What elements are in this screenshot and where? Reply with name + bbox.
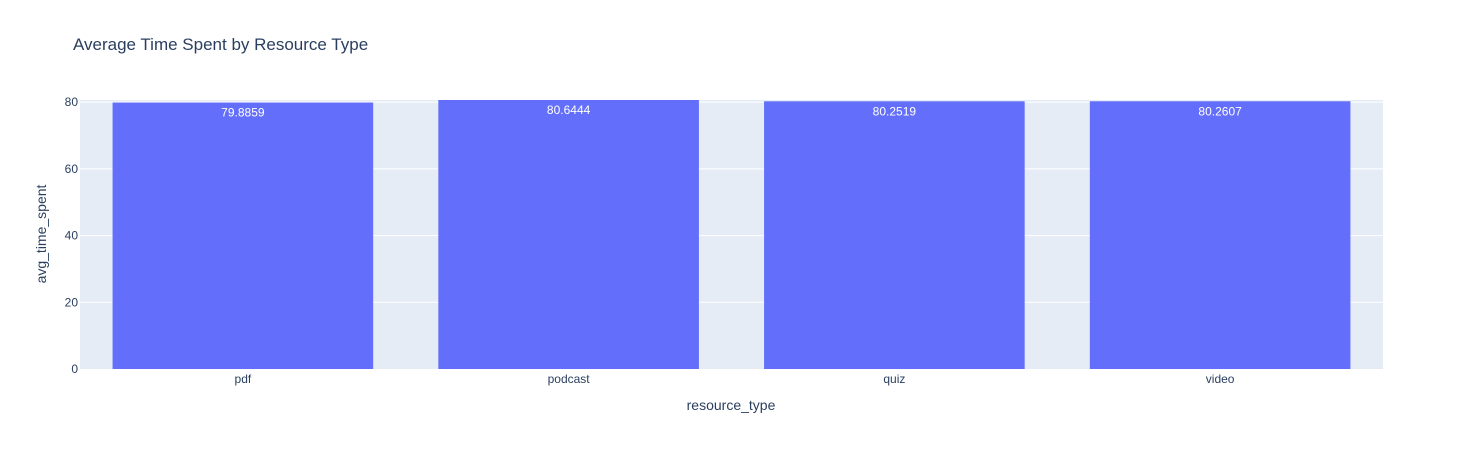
x-axis-title: resource_type — [687, 397, 776, 413]
bar-pdf[interactable] — [112, 102, 374, 369]
data-labels: 79.8859 80.6444 80.2519 80.2607 — [221, 103, 1242, 120]
y-tick-label: 80 — [65, 95, 79, 109]
y-tick-label: 60 — [65, 162, 79, 176]
y-axis-title: avg_time_spent — [33, 184, 49, 283]
y-tick-label: 40 — [65, 229, 79, 243]
data-label-quiz: 80.2519 — [873, 104, 917, 118]
x-tick-label-quiz: quiz — [883, 372, 905, 386]
y-axis-ticks: 0 20 40 60 80 — [65, 95, 79, 376]
x-tick-label-podcast: podcast — [548, 372, 591, 386]
x-axis-ticks: pdf podcast quiz video — [235, 372, 1235, 386]
bar-podcast[interactable] — [438, 100, 699, 369]
data-label-pdf: 79.8859 — [221, 106, 265, 120]
chart-title: Average Time Spent by Resource Type — [73, 35, 368, 54]
x-tick-label-video: video — [1206, 372, 1235, 386]
bar-video[interactable] — [1089, 101, 1351, 370]
data-label-podcast: 80.6444 — [547, 103, 591, 117]
y-tick-label: 20 — [65, 295, 79, 309]
y-tick-label: 0 — [71, 362, 78, 376]
bar-quiz[interactable] — [764, 101, 1025, 369]
bars — [112, 100, 1351, 370]
data-label-video: 80.2607 — [1198, 104, 1242, 118]
x-tick-label-pdf: pdf — [235, 372, 252, 386]
